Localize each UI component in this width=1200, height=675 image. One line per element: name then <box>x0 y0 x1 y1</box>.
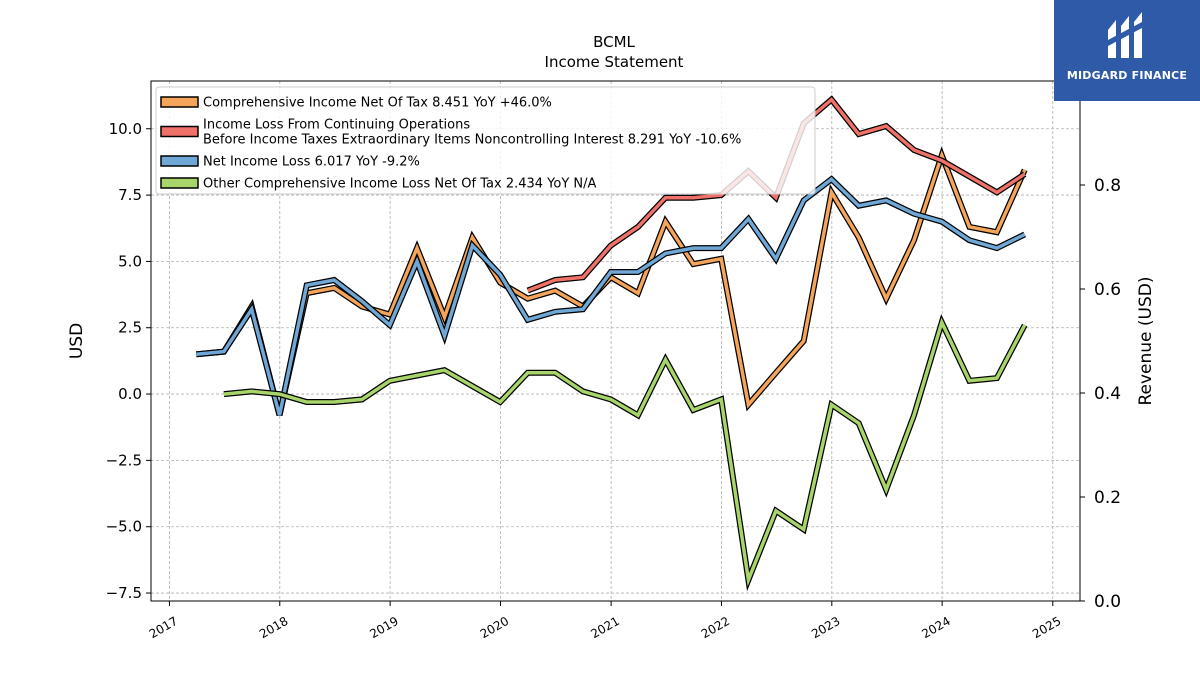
y-tick-label: 0.0 <box>118 385 142 403</box>
legend: Comprehensive Income Net Of Tax 8.451 Yo… <box>155 86 816 195</box>
series-line <box>196 176 1026 416</box>
y-tick-label: 10.0 <box>109 120 142 138</box>
legend-label: Other Comprehensive Income Loss Net Of T… <box>203 177 597 192</box>
y-axis-label: USD <box>67 323 87 359</box>
x-tick-label: 2023 <box>809 614 842 641</box>
brand-name: MIDGARD FINANCE <box>1066 69 1188 82</box>
legend-box <box>155 86 816 195</box>
legend-label: Income Loss From Continuing Operations <box>203 118 470 133</box>
plot-frame <box>150 80 1081 602</box>
y2-tick-label: 0.8 <box>1094 176 1121 196</box>
y-tick-label: 7.5 <box>118 186 142 204</box>
x-tick-label: 2020 <box>478 614 511 641</box>
legend-swatch <box>160 155 199 167</box>
y-tick-label: −5.0 <box>106 518 142 536</box>
legend-label: Before Income Taxes Extraordinary Items … <box>203 133 741 148</box>
series-lines <box>196 95 1028 592</box>
midgard-logo-icon <box>1108 12 1142 58</box>
y2-tick-label: 0.6 <box>1094 280 1121 300</box>
chart-subtitle: Income Statement <box>545 53 684 71</box>
chart-title: BCML <box>593 33 635 51</box>
series-line <box>223 317 1027 587</box>
x-tick-label: 2022 <box>699 614 732 641</box>
x-tick-label: 2019 <box>367 614 400 641</box>
series-line-outline <box>223 314 1028 592</box>
y-tick-label: −7.5 <box>106 584 142 602</box>
legend-swatch <box>160 177 199 189</box>
y-tick-label: 5.0 <box>118 252 142 270</box>
x-tick-label: 2025 <box>1030 614 1063 641</box>
legend-swatch <box>160 125 199 138</box>
y2-tick-label: 0.0 <box>1094 592 1121 612</box>
x-tick-label: 2017 <box>147 614 180 641</box>
y2-tick-label: 0.4 <box>1094 384 1121 404</box>
legend-swatch <box>160 96 199 108</box>
y-tick-label: −2.5 <box>106 451 142 469</box>
brand-logo: MIDGARD FINANCE <box>1054 0 1200 101</box>
legend-label: Net Income Loss 6.017 YoY -9.2% <box>203 155 420 170</box>
y2-tick-label: 0.2 <box>1094 488 1121 508</box>
series-line <box>196 150 1027 416</box>
x-tick-label: 2018 <box>257 614 290 641</box>
y-tick-label: 2.5 <box>118 319 142 337</box>
series-line <box>527 97 1026 293</box>
series-line-outline <box>196 175 1027 417</box>
x-tick-label: 2021 <box>588 614 621 641</box>
y2-axis-label: Revenue (USD) <box>1136 276 1156 405</box>
legend-label: Comprehensive Income Net Of Tax 8.451 Yo… <box>203 96 552 111</box>
x-tick-label: 2024 <box>919 614 952 641</box>
